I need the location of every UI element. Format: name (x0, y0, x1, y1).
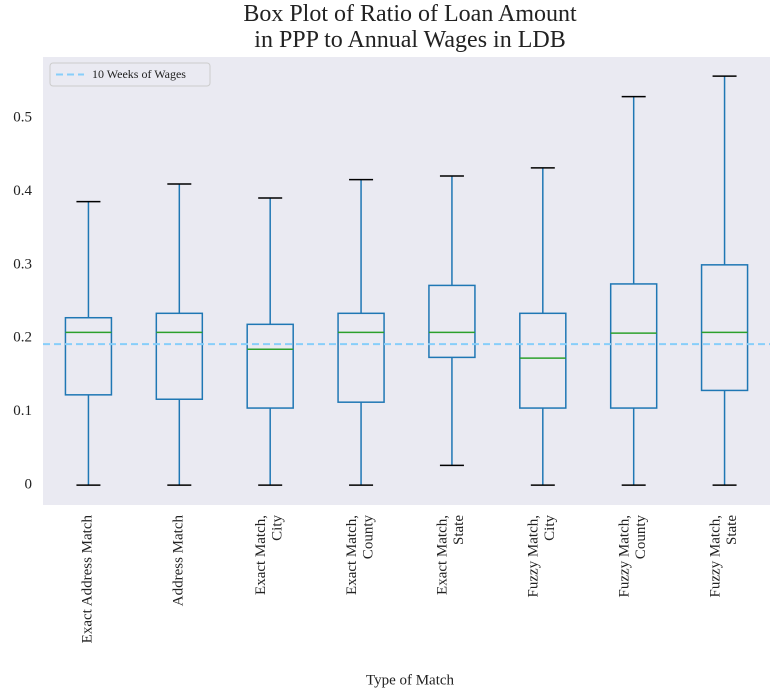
box (64, 316, 113, 396)
y-tick-label: 0.5 (13, 109, 32, 125)
box (609, 283, 658, 409)
box (246, 323, 294, 409)
box (428, 284, 476, 359)
legend-label: 10 Weeks of Wages (92, 67, 186, 81)
x-tick-label: Exact Match,City (253, 515, 286, 595)
x-tick-label: Fuzzy Match,State (708, 515, 741, 598)
y-tick-label: 0 (25, 477, 33, 493)
x-axis-label: Type of Match (366, 672, 455, 688)
y-tick-label: 0.1 (13, 403, 32, 419)
y-tick-label: 0.2 (13, 330, 32, 346)
box (519, 312, 567, 409)
x-tick-label: Exact Match,State (435, 515, 468, 595)
chart-title: Box Plot of Ratio of Loan Amount in PPP t… (243, 0, 577, 52)
x-tick-label: Fuzzy Match,County (617, 515, 650, 598)
plot-area (43, 57, 770, 505)
x-tick-label: Exact Match,County (344, 515, 377, 595)
box (155, 312, 204, 400)
box (700, 264, 749, 392)
x-tick-label: Fuzzy Match,City (526, 515, 559, 598)
x-tick-label: Address Match (171, 515, 187, 607)
y-tick-label: 0.4 (13, 183, 32, 199)
legend-box (49, 62, 211, 87)
x-tick-label: Exact Address Match (80, 515, 96, 644)
y-tick-label: 0.3 (13, 256, 32, 272)
box (337, 312, 385, 403)
